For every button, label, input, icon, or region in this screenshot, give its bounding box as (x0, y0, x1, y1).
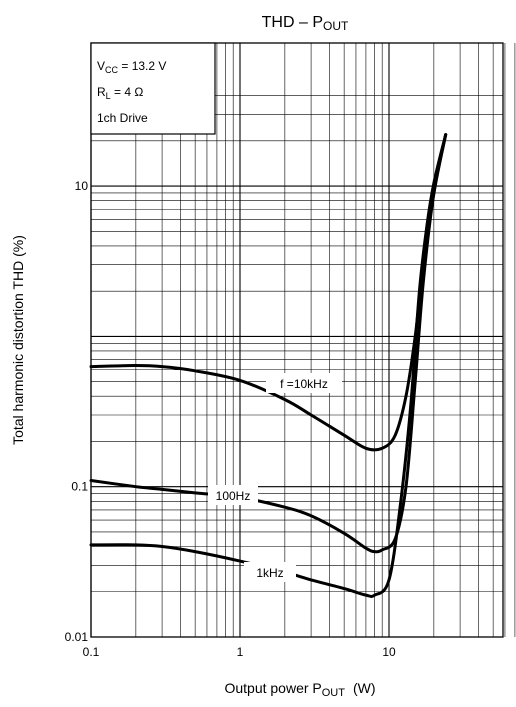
series-label-100hz: 100Hz (208, 485, 258, 505)
series-line-2 (89, 133, 448, 598)
minor-grid (91, 43, 516, 637)
series-curves (89, 133, 448, 598)
series-label-1khz: 1kHz (244, 562, 296, 582)
plot-frame (90, 42, 504, 638)
x-tick-labels: 0.1 1 10 (83, 645, 396, 659)
svg-text:f =10kHz: f =10kHz (280, 377, 328, 391)
y-tick-labels: 0.01 0.1 10 (65, 179, 89, 644)
drive-condition: 1ch Drive (97, 111, 148, 125)
y-tick-label: 0.01 (65, 630, 89, 644)
chart-title: THD – POUT (262, 14, 349, 33)
y-axis-label: Total harmonic distortion THD (%) (10, 235, 26, 445)
series-line-1 (89, 133, 448, 554)
x-tick-label: 1 (237, 645, 244, 659)
vcc-condition: VCC = 13.2 V (97, 59, 166, 75)
x-tick-label: 10 (382, 645, 396, 659)
conditions-box: VCC = 13.2 V RL = 4 Ω 1ch Drive (90, 42, 216, 135)
rl-condition: RL = 4 Ω (97, 85, 143, 101)
y-tick-label: 0.1 (71, 480, 88, 494)
svg-text:100Hz: 100Hz (216, 489, 251, 503)
series-line-0 (89, 133, 448, 452)
svg-text:1kHz: 1kHz (256, 566, 283, 580)
series-label-10khz: f =10kHz (266, 373, 342, 393)
y-tick-label: 10 (75, 179, 89, 193)
x-axis-label: Output power POUT (W) (224, 680, 375, 699)
x-tick-label: 0.1 (83, 645, 100, 659)
